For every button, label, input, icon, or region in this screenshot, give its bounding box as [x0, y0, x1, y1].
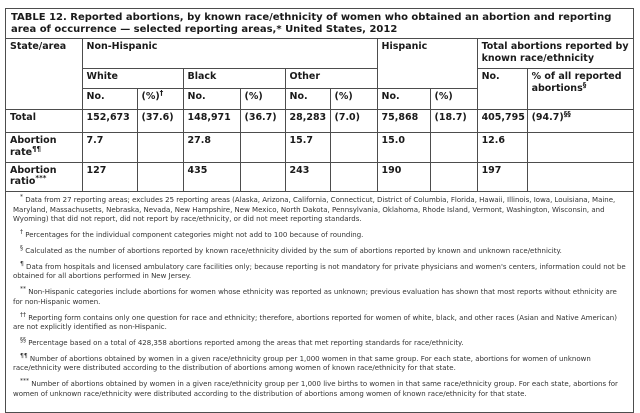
footnote-marker: †† — [20, 311, 26, 319]
footnote-text: Data from 27 reporting areas; excludes 2… — [13, 196, 616, 224]
footnote-dagger: † Percentages for the individual compone… — [13, 228, 626, 240]
col-header-other-pct: (%) — [330, 88, 378, 110]
footnote-text: Data from hospitals and licensed ambulat… — [13, 262, 626, 281]
footnote-double-pilcrow: ¶¶ Number of abortions obtained by women… — [13, 352, 626, 374]
cell-rate-white-no: 7.7 — [82, 132, 138, 163]
table-container: TABLE 12. Reported abortions, by known r… — [5, 8, 634, 413]
col-header-other-no: No. — [285, 88, 331, 110]
double-section-sup: §§ — [563, 109, 571, 118]
footnote-text: Non-Hispanic categories include abortion… — [13, 288, 617, 306]
group-header-hispanic: Hispanic — [377, 39, 478, 89]
table-row-abortion-ratio: Abortion ratio*** 127 435 243 190 197 — [6, 162, 634, 193]
cell-total-white-no: 152,673 — [82, 109, 138, 133]
cell-ratio-white-no: 127 — [82, 162, 138, 193]
cell-rate-other-no: 15.7 — [285, 132, 331, 163]
footnote-triple-asterisk: *** Number of abortions obtained by wome… — [13, 378, 626, 399]
cell-ratio-white-pct — [137, 162, 184, 193]
cell-rate-black-pct — [240, 132, 286, 163]
row-label-abortion-ratio: Abortion ratio*** — [6, 162, 83, 193]
race-header-white: White — [82, 68, 184, 89]
table-title: TABLE 12. Reported abortions, by known r… — [6, 9, 633, 39]
table-row-total: Total 152,673 (37.6) 148,971 (36.7) 28,2… — [6, 109, 634, 133]
cell-rate-black-no: 27.8 — [183, 132, 241, 163]
triple-asterisk-sup: *** — [35, 174, 47, 183]
footnote-marker: * — [20, 193, 23, 201]
cell-rate-known-pct — [527, 132, 634, 163]
group-header-non-hispanic: Non-Hispanic — [82, 39, 378, 69]
footnote-text: Percentages for the individual component… — [23, 231, 364, 240]
cell-ratio-black-pct — [240, 162, 286, 193]
pct-header-text: (%) — [141, 90, 160, 102]
footnote-text: Reporting form contains only one questio… — [13, 313, 617, 332]
cell-total-known-no: 405,795 — [477, 109, 528, 133]
col-header-total-pct: % of all reported abortions§ — [527, 68, 634, 110]
footnotes-section: * Data from 27 reporting areas; excludes… — [6, 192, 633, 408]
group-header-total: Total abortions reported by known race/e… — [477, 39, 634, 69]
cell-rate-hispanic-pct — [430, 132, 478, 163]
cell-total-black-no: 148,971 — [183, 109, 241, 133]
cell-total-known-pct: (94.7)§§ — [527, 109, 634, 133]
cell-ratio-black-no: 435 — [183, 162, 241, 193]
cell-total-hispanic-no: 75,868 — [377, 109, 431, 133]
col-header-state-area: State/area — [6, 39, 83, 110]
abortion-rate-label-text: Abortion rate — [10, 134, 57, 158]
cell-total-hispanic-pct: (18.7) — [430, 109, 478, 133]
footnote-marker: §§ — [20, 336, 26, 344]
cell-total-black-pct: (36.7) — [240, 109, 286, 133]
cell-ratio-known-pct — [527, 162, 634, 193]
cell-total-white-pct: (37.6) — [137, 109, 184, 133]
section-sup: § — [582, 80, 587, 89]
footnote-marker: ¶ — [20, 260, 24, 268]
cell-rate-other-pct — [330, 132, 378, 163]
race-header-black: Black — [183, 68, 286, 89]
cell-total-other-pct: (7.0) — [330, 109, 378, 133]
cell-ratio-hispanic-pct — [430, 162, 478, 193]
footnote-marker: § — [20, 244, 23, 252]
double-pilcrow-sup: ¶¶ — [32, 144, 42, 153]
cell-ratio-hispanic-no: 190 — [377, 162, 431, 193]
col-header-hispanic-pct: (%) — [430, 88, 478, 110]
total-pct-value: (94.7) — [531, 111, 564, 123]
footnote-double-asterisk: ** Non-Hispanic categories include abort… — [13, 285, 626, 307]
col-header-black-pct: (%) — [240, 88, 286, 110]
cell-ratio-known-no: 197 — [477, 162, 528, 193]
col-header-white-no: No. — [82, 88, 138, 110]
footnote-text: Number of abortions obtained by women in… — [13, 355, 591, 373]
row-label-abortion-rate: Abortion rate¶¶ — [6, 132, 83, 163]
total-pct-header-text: % of all reported abortions — [531, 70, 622, 94]
cell-ratio-other-no: 243 — [285, 162, 331, 193]
col-header-total-no: No. — [477, 68, 528, 110]
col-header-white-pct: (%)† — [137, 88, 184, 110]
footnote-marker: ** — [20, 285, 26, 293]
footnote-marker: ¶¶ — [20, 352, 28, 360]
footnote-double-dagger: †† Reporting form contains only one ques… — [13, 311, 626, 333]
footnote-text: Percentage based on a total of 428,358 a… — [26, 339, 464, 348]
abortions-by-race-table: State/area Non-Hispanic Hispanic Total a… — [6, 39, 634, 193]
cell-ratio-other-pct — [330, 162, 378, 193]
cell-rate-white-pct — [137, 132, 184, 163]
footnote-section: § Calculated as the number of abortions … — [13, 244, 626, 256]
col-header-hispanic-no: No. — [377, 88, 431, 110]
abortion-ratio-label-text: Abortion ratio — [10, 164, 57, 188]
row-label-total: Total — [6, 109, 83, 133]
footnote-marker: *** — [20, 378, 29, 386]
footnote-asterisk: * Data from 27 reporting areas; excludes… — [13, 193, 626, 224]
cell-rate-hispanic-no: 15.0 — [377, 132, 431, 163]
dagger-sup: † — [159, 88, 164, 97]
footnote-pilcrow: ¶ Data from hospitals and licensed ambul… — [13, 260, 626, 282]
cell-total-other-no: 28,283 — [285, 109, 331, 133]
footnote-double-section: §§ Percentage based on a total of 428,35… — [13, 336, 626, 348]
footnote-text: Calculated as the number of abortions re… — [23, 247, 562, 255]
footnote-marker: † — [20, 228, 23, 236]
table-row-abortion-rate: Abortion rate¶¶ 7.7 27.8 15.7 15.0 12.6 — [6, 132, 634, 163]
col-header-black-no: No. — [183, 88, 241, 110]
cell-rate-known-no: 12.6 — [477, 132, 528, 163]
race-header-other: Other — [285, 68, 378, 89]
footnote-text: Number of abortions obtained by women in… — [13, 380, 618, 398]
